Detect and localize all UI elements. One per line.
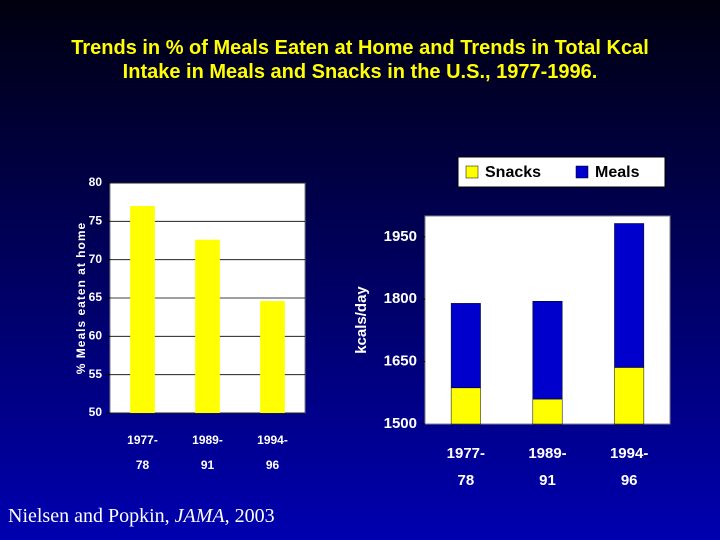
y-tick-label: 75	[89, 214, 103, 228]
x-tick-label: 1994-96	[257, 433, 288, 472]
y-tick-label: 1500	[384, 415, 417, 432]
bar	[130, 206, 155, 413]
source-journal: JAMA	[174, 505, 225, 527]
y-tick-label: 50	[89, 405, 103, 419]
y-tick-label: 1950	[384, 228, 417, 245]
bar-segment	[450, 303, 481, 389]
source-year: , 2003	[224, 505, 275, 527]
legend-swatch	[575, 165, 589, 179]
y-axis-label: % Meals eaten at home	[74, 222, 88, 374]
source: Nielsen and Popkin, JAMA, 2003	[8, 505, 275, 528]
legend-label: Meals	[595, 164, 640, 181]
legend-swatch	[465, 165, 479, 179]
slide-title: Trends in % of Meals Eaten at Home and T…	[71, 37, 649, 83]
bar-segment	[532, 398, 563, 425]
legend-box	[457, 156, 666, 188]
y-axis-label: kcals/day	[353, 286, 370, 354]
source-authors: Nielsen and Popkin,	[8, 505, 175, 527]
bar-segment	[614, 367, 645, 425]
y-tick-label: 70	[89, 252, 103, 266]
x-tick-label: 1989-91	[192, 433, 223, 472]
y-tick-label: 65	[89, 290, 103, 304]
legend-label: Snacks	[485, 164, 541, 181]
y-tick-label: 60	[89, 329, 103, 343]
y-tick-label: 1800	[384, 290, 417, 307]
bar-segment	[532, 301, 563, 400]
y-tick-label: 1650	[384, 353, 417, 370]
bar-segment	[614, 223, 645, 368]
bar-segment	[450, 387, 481, 425]
y-tick-label: 80	[89, 175, 103, 189]
bar	[260, 301, 285, 413]
x-tick-label: 1977-78	[447, 445, 485, 489]
y-tick-label: 55	[89, 367, 103, 381]
bar	[195, 239, 220, 413]
x-tick-label: 1989-91	[528, 445, 566, 489]
x-tick-label: 1977-78	[127, 433, 158, 472]
x-tick-label: 1994-96	[610, 445, 648, 489]
